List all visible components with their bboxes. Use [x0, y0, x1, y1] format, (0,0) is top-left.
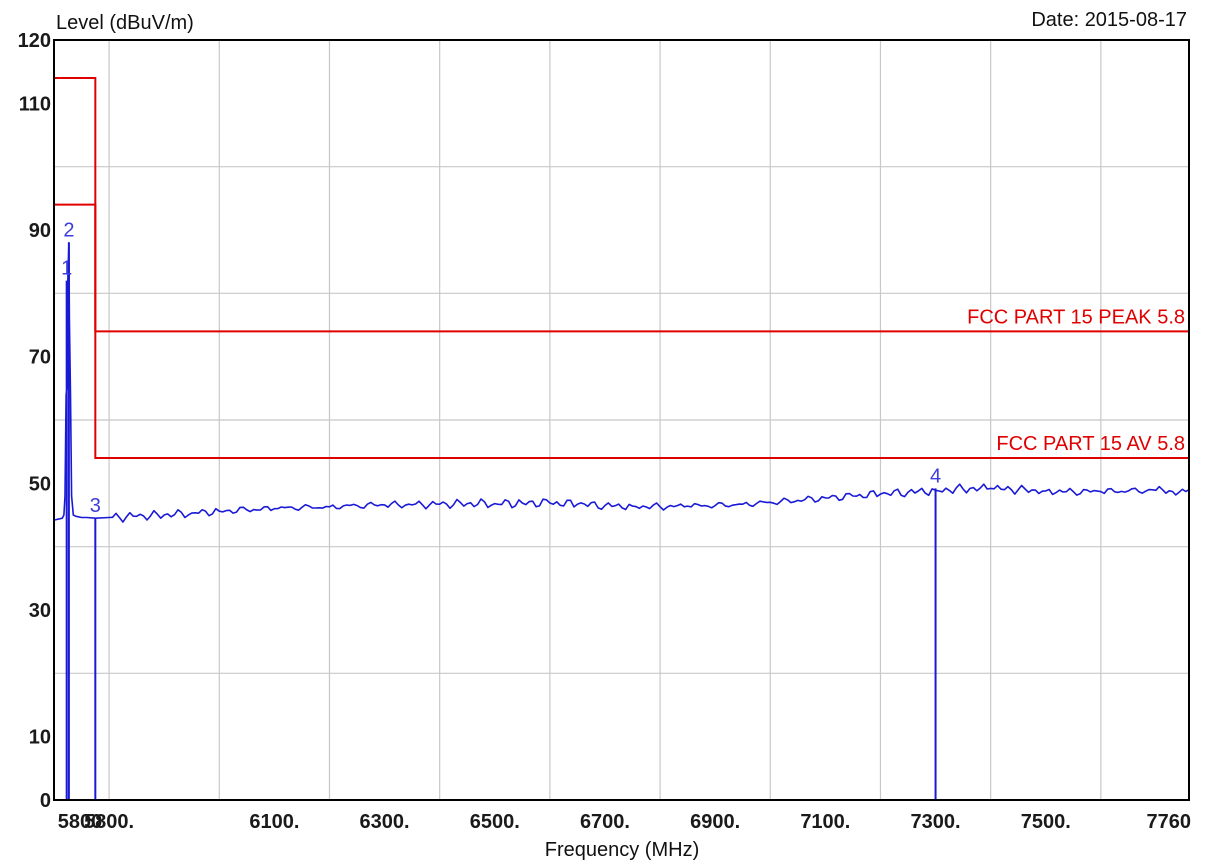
grid-lines — [54, 39, 1190, 801]
limit-line — [54, 203, 1189, 459]
limit-line-labels: FCC PART 15 PEAK 5.8 FCC PART 15 AV 5.8 — [967, 306, 1185, 455]
y-axis-label: Level (dBuV/m) — [56, 12, 194, 34]
marker-lines — [65, 242, 937, 800]
marker-labels: 1 2 3 4 — [61, 220, 941, 518]
x-tick-label: 6700. — [580, 811, 630, 833]
limit-lines — [54, 77, 1189, 459]
x-tick-label: 6900. — [690, 811, 740, 833]
y-tick-label: 10 — [29, 727, 51, 749]
x-tick-label: 7300. — [911, 811, 961, 833]
y-tick-label: 110 — [19, 93, 51, 115]
plot-frame — [53, 39, 1190, 801]
series-lines — [53, 241, 1190, 523]
marker-label: 4 — [930, 465, 941, 487]
x-tick-label: 5800. — [84, 811, 134, 833]
x-tick-label: 6500. — [470, 811, 520, 833]
x-tick-label: 6100. — [249, 811, 299, 833]
y-tick-label: 0 — [40, 790, 51, 812]
limit-line-label: FCC PART 15 PEAK 5.8 — [967, 306, 1185, 328]
y-tick-label: 90 — [29, 220, 51, 242]
x-tick-label: 5800 — [58, 811, 103, 833]
level-series-line — [53, 241, 1190, 523]
limit-line-label: FCC PART 15 AV 5.8 — [996, 433, 1185, 455]
y-tick-label: 30 — [29, 600, 51, 622]
x-tick-label: 7100. — [800, 811, 850, 833]
marker-label: 1 — [61, 258, 72, 280]
y-tick-label: 120 — [18, 30, 51, 52]
x-tick-label: 7760 — [1147, 811, 1192, 833]
x-axis-label: Frequency (MHz) — [545, 839, 699, 861]
marker-label: 2 — [63, 220, 74, 242]
marker-label: 3 — [90, 495, 101, 517]
y-tick-label: 70 — [29, 347, 51, 369]
y-tick-labels: 0 10 30 50 70 90 110 120 — [18, 30, 51, 812]
date-label: Date: 2015-08-17 — [1031, 9, 1187, 31]
x-tick-label: 7500. — [1021, 811, 1071, 833]
x-tick-label: 6300. — [360, 811, 410, 833]
y-tick-label: 50 — [29, 473, 51, 495]
